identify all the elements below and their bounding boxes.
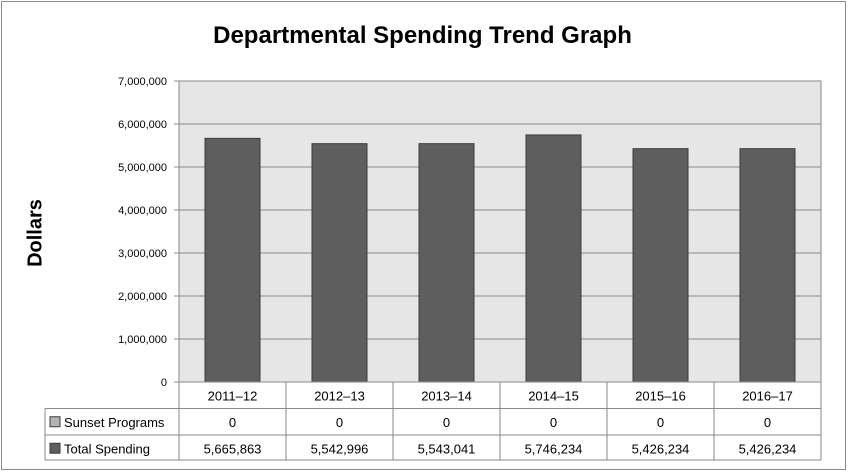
legend-label: Total Spending [64, 441, 150, 456]
data-label: 5,665,863 [204, 441, 262, 456]
y-tick-label: 4,000,000 [118, 205, 167, 217]
chart-title: Departmental Spending Trend Graph [213, 22, 632, 49]
bar-total-spending [311, 143, 368, 383]
data-label: 5,426,234 [739, 441, 797, 456]
data-label: 0 [229, 415, 236, 430]
legend-swatch [49, 442, 61, 454]
data-label: 0 [443, 415, 450, 430]
y-tick-label: 7,000,000 [118, 76, 167, 88]
data-label: 0 [550, 415, 557, 430]
legend-label: Sunset Programs [64, 415, 165, 430]
y-tick-label: 2,000,000 [118, 291, 167, 303]
plot-area [178, 80, 822, 383]
y-tick-label: 3,000,000 [118, 248, 167, 260]
y-tick-label: 5,000,000 [118, 162, 167, 174]
bar-total-spending [525, 134, 582, 383]
x-tick-label: 2011–12 [208, 388, 258, 403]
data-label: 5,542,996 [311, 441, 369, 456]
y-tick-label: 0 [161, 377, 167, 389]
data-label: 5,543,041 [418, 441, 476, 456]
x-tick-label: 2014–15 [528, 388, 579, 403]
data-label: 5,746,234 [525, 441, 583, 456]
data-label: 0 [764, 415, 771, 430]
y-tick-label: 6,000,000 [118, 119, 167, 131]
y-tick-label: 1,000,000 [118, 334, 167, 346]
x-tick-label: 2013–14 [421, 388, 472, 403]
x-tick-label: 2012–13 [314, 388, 365, 403]
legend-swatch [49, 416, 61, 428]
bar-total-spending [418, 143, 475, 383]
bar-total-spending [632, 148, 689, 383]
x-tick-label: 2016–17 [742, 388, 793, 403]
bar-total-spending [204, 137, 261, 383]
bar-total-spending [739, 148, 796, 383]
data-label: 0 [336, 415, 343, 430]
x-tick-label: 2015–16 [635, 388, 686, 403]
data-label: 5,426,234 [632, 441, 690, 456]
data-label: 0 [657, 415, 664, 430]
